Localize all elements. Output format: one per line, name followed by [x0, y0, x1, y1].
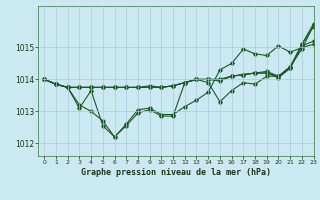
X-axis label: Graphe pression niveau de la mer (hPa): Graphe pression niveau de la mer (hPa) — [81, 168, 271, 177]
